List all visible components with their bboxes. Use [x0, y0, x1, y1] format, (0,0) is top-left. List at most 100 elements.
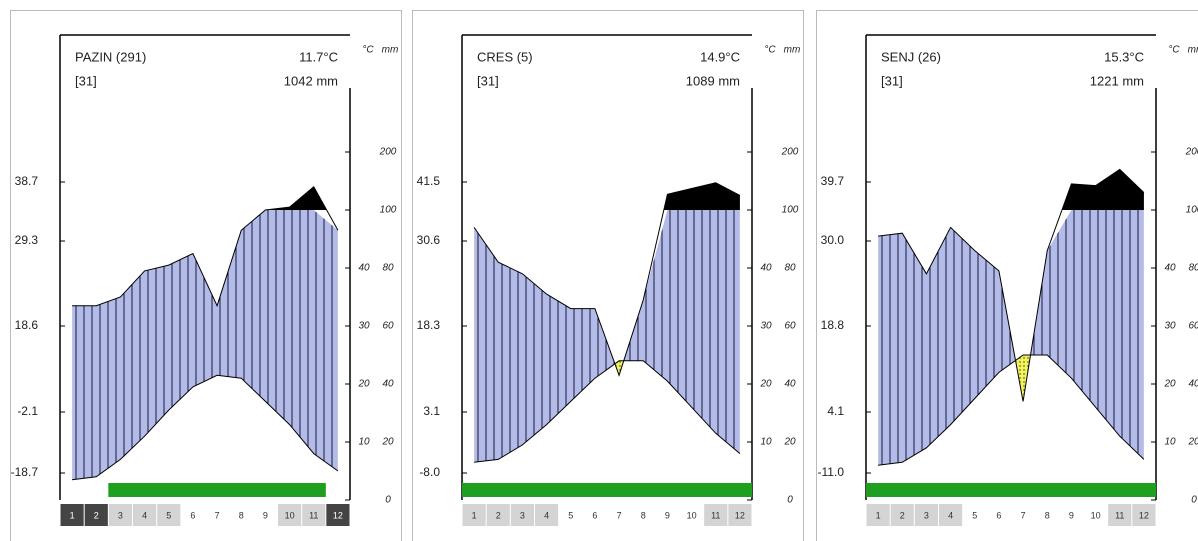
y2-tick-label: 0 — [385, 495, 391, 506]
x-tick-label: 4 — [142, 510, 147, 520]
annual-precipitation: 1089 mm — [686, 73, 740, 88]
extreme-label: 30.6 — [417, 233, 441, 247]
station-name: PAZIN (291) — [75, 49, 146, 64]
month-box — [108, 504, 132, 526]
x-tick-label: 10 — [1091, 510, 1101, 520]
y-axis-label: °C — [764, 45, 776, 56]
extreme-label: 41.5 — [417, 174, 441, 188]
month-box — [939, 504, 963, 526]
x-tick-label: 4 — [544, 510, 549, 520]
y2-tick-label: 80 — [382, 263, 394, 274]
x-tick-label: 7 — [617, 510, 622, 520]
x-tick-label: 4 — [948, 510, 953, 520]
month-box — [583, 504, 607, 526]
x-tick-label: 1 — [70, 510, 75, 520]
x-tick-label: 12 — [333, 510, 343, 520]
extreme-label: 39.7 — [821, 174, 845, 188]
x-tick-label: 7 — [1021, 510, 1026, 520]
y2-tick-label: 200 — [781, 147, 799, 158]
month-box — [1011, 504, 1035, 526]
month-box — [680, 504, 704, 526]
month-box — [278, 504, 302, 526]
month-box — [607, 504, 631, 526]
y-tick-label: 20 — [1163, 379, 1176, 390]
y-tick-label: 30 — [1164, 321, 1176, 332]
frost-free-bar — [866, 483, 1156, 497]
month-box — [60, 504, 84, 526]
month-box — [510, 504, 534, 526]
temperature-line — [474, 360, 741, 463]
x-tick-label: 11 — [1115, 510, 1124, 520]
y-tick-label: 30 — [760, 321, 772, 332]
extreme-label: 38.7 — [15, 174, 39, 188]
y-axis-label: °C — [362, 45, 374, 56]
month-box — [181, 504, 205, 526]
humid-area — [878, 210, 1144, 466]
annual-precipitation: 1042 mm — [284, 73, 338, 88]
panel-border — [816, 10, 1198, 541]
y-tick-label: 20 — [759, 379, 772, 390]
y-tick-label: 10 — [1164, 437, 1176, 448]
month-box — [302, 504, 326, 526]
humid-area — [474, 210, 740, 463]
x-tick-label: 2 — [496, 510, 501, 520]
record-years: [31] — [477, 73, 499, 88]
y2-tick-label: 0 — [787, 495, 793, 506]
y2-axis-label: mm — [382, 45, 399, 56]
y2-tick-label: 20 — [783, 437, 796, 448]
y-tick-label: 10 — [358, 437, 370, 448]
temperature-line — [878, 354, 1145, 466]
y2-tick-label: 40 — [382, 379, 394, 390]
y-axis-label: °C — [1168, 45, 1180, 56]
perhumid-area — [878, 169, 1144, 210]
extreme-label: 18.6 — [15, 318, 39, 332]
extreme-label: 29.3 — [15, 233, 39, 247]
x-tick-label: 6 — [592, 510, 597, 520]
climate-panel: PAZIN (291) [31] 11.7°C 1042 mm °C mm 38.7 29.3… — [10, 10, 402, 541]
y2-axis-label: mm — [784, 45, 801, 56]
month-box — [486, 504, 510, 526]
x-tick-label: 6 — [190, 510, 195, 520]
month-box — [205, 504, 229, 526]
y-tick-label: 20 — [357, 379, 370, 390]
y2-tick-label: 0 — [1191, 495, 1197, 506]
station-name: SENJ (26) — [881, 49, 941, 64]
precipitation-line — [72, 186, 339, 308]
x-tick-label: 9 — [1069, 510, 1074, 520]
x-tick-label: 9 — [665, 510, 670, 520]
climate-panel: CRES (5) [31] 14.9°C 1089 mm °C mm 41.5 30.6 18.… — [412, 10, 804, 541]
x-tick-label: 3 — [520, 510, 525, 520]
x-tick-label: 1 — [472, 510, 477, 520]
x-tick-label: 2 — [94, 510, 99, 520]
x-tick-label: 5 — [568, 510, 573, 520]
x-tick-label: 9 — [263, 510, 268, 520]
x-tick-label: 11 — [309, 510, 318, 520]
y-tick-label: 40 — [358, 263, 370, 274]
y2-tick-label: 60 — [784, 321, 796, 332]
annual-precipitation: 1221 mm — [1090, 73, 1144, 88]
frost-free-bar — [108, 483, 326, 497]
x-tick-label: 3 — [924, 510, 929, 520]
month-box — [963, 504, 987, 526]
y2-tick-label: 60 — [1188, 321, 1198, 332]
mean-temperature: 11.7°C — [299, 49, 338, 64]
month-box — [1132, 504, 1156, 526]
x-tick-label: 3 — [118, 510, 123, 520]
x-tick-label: 8 — [239, 510, 244, 520]
y2-tick-label: 60 — [382, 321, 394, 332]
extreme-label: 18.3 — [417, 318, 441, 332]
month-box — [133, 504, 157, 526]
y2-tick-label: 20 — [381, 437, 394, 448]
x-tick-label: 8 — [641, 510, 646, 520]
month-box — [890, 504, 914, 526]
x-tick-label: 10 — [285, 510, 295, 520]
precipitation-line — [878, 168, 1145, 402]
y-tick-label: 10 — [760, 437, 772, 448]
humid-area — [72, 210, 338, 480]
month-box — [655, 504, 679, 526]
panel-border — [10, 10, 402, 541]
month-box — [866, 504, 890, 526]
